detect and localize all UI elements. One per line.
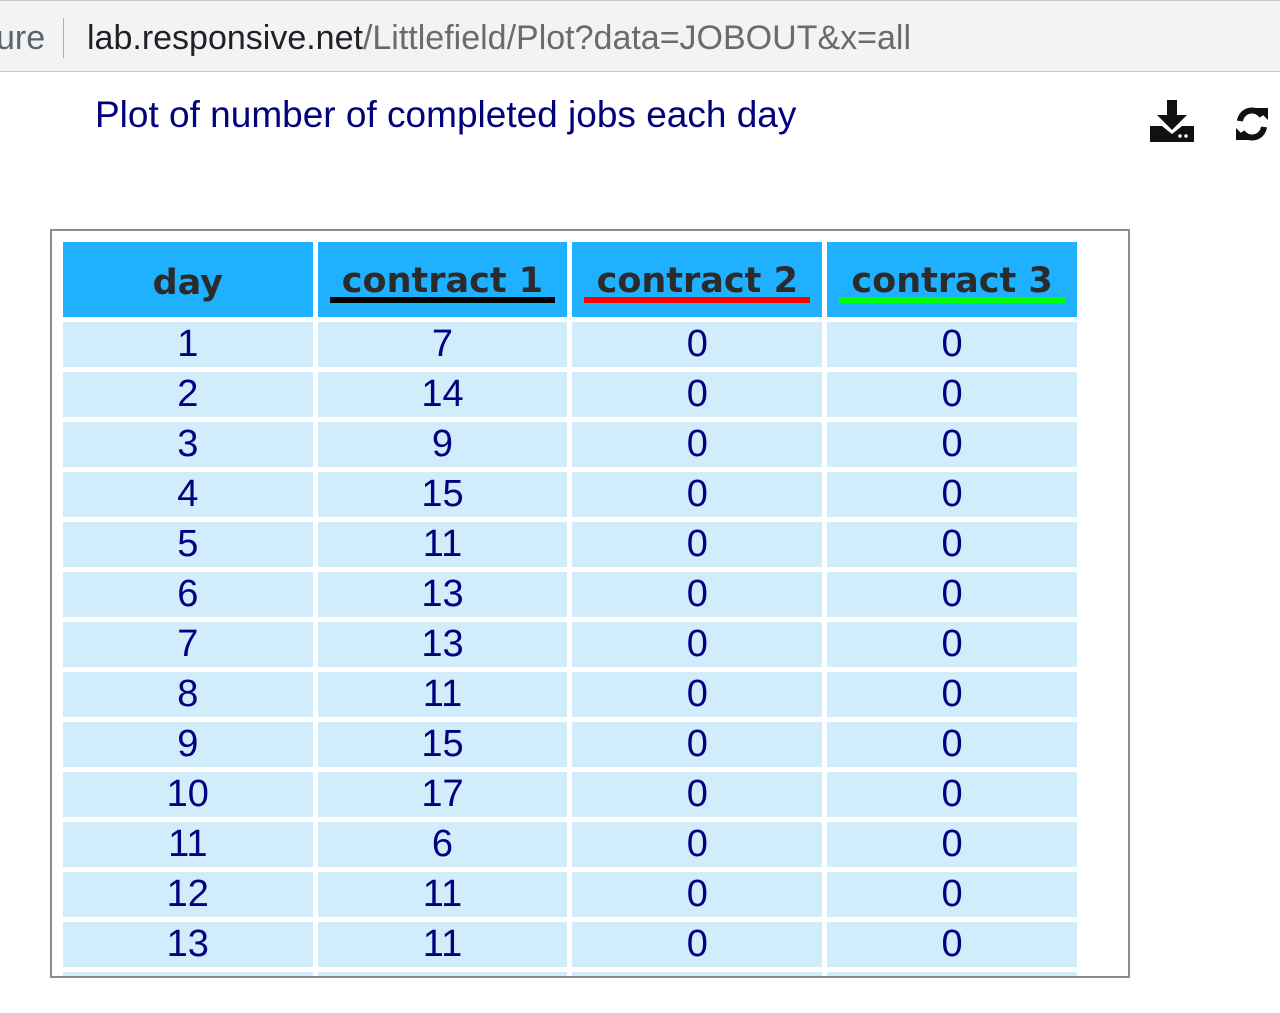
page-title: Plot of number of completed jobs each da… — [95, 94, 797, 135]
series-color-bar-contract-3 — [839, 297, 1065, 303]
contract-3-cell: 0 — [827, 672, 1077, 717]
data-table-viewport[interactable]: day contract 1 contract 2 contract 3 — [52, 231, 1082, 976]
column-header-label: day — [152, 262, 223, 303]
contract-2-cell: 0 — [572, 622, 823, 667]
contract-3-cell: 0 — [827, 922, 1077, 967]
url-host: lab.responsive.net — [87, 19, 363, 57]
day-cell: 11 — [63, 822, 313, 867]
table-row — [63, 972, 1077, 976]
contract-2-cell: 0 — [572, 922, 823, 967]
contract-3-cell: 0 — [827, 372, 1077, 417]
day-cell: 2 — [63, 372, 313, 417]
day-cell: 9 — [63, 722, 313, 767]
contract-3-cell: 0 — [827, 772, 1077, 817]
day-cell: 7 — [63, 622, 313, 667]
contract-3-cell: 0 — [827, 722, 1077, 767]
contract-3-cell: 0 — [827, 622, 1077, 667]
contract-2-cell: 0 — [572, 872, 823, 917]
contract-2-cell: 0 — [572, 572, 823, 617]
contract-2-cell: 0 — [572, 472, 823, 517]
contract-2-cell: 0 — [572, 822, 823, 867]
contract-1-cell: 13 — [317, 622, 568, 667]
column-header-label: contract 3 — [851, 260, 1053, 301]
contract-1-cell: 9 — [317, 422, 568, 467]
table-row: 5 11 0 0 — [63, 522, 1077, 567]
contract-3-cell: 0 — [827, 322, 1077, 367]
column-header-day[interactable]: day — [63, 242, 313, 317]
series-color-bar-contract-1 — [329, 297, 556, 303]
day-cell: 10 — [63, 772, 313, 817]
table-row: 6 13 0 0 — [63, 572, 1077, 617]
table-row: 9 15 0 0 — [63, 722, 1077, 767]
refresh-icon[interactable] — [1232, 104, 1272, 144]
column-header-contract-2[interactable]: contract 2 — [572, 242, 823, 317]
contract-1-cell: 11 — [317, 672, 568, 717]
day-cell: 6 — [63, 572, 313, 617]
contract-3-cell: 0 — [827, 572, 1077, 617]
contract-1-cell: 13 — [317, 572, 568, 617]
address-bar-left-fragment: ure — [0, 19, 46, 57]
contract-1-cell: 15 — [317, 722, 568, 767]
contract-2-cell: 0 — [572, 372, 823, 417]
table-row: 2 14 0 0 — [63, 372, 1077, 417]
contract-1-cell: 6 — [317, 822, 568, 867]
table-row: 8 11 0 0 — [63, 672, 1077, 717]
table-body: 1 7 0 0 2 14 0 0 3 9 0 0 4 15 0 0 5 11 0 0 6 13 0 0 7 13 0 0 8 11 0 0 9 1… — [63, 322, 1077, 976]
contract-3-cell — [827, 972, 1077, 976]
contract-2-cell — [572, 972, 823, 976]
url-path: /Littlefield/Plot?data=JOBOUT&x=all — [362, 19, 912, 57]
column-header-label: contract 2 — [596, 260, 798, 301]
table-row: 4 15 0 0 — [63, 472, 1077, 517]
url-field[interactable]: lab.responsive.net/Littlefield/Plot?data… — [87, 19, 911, 58]
contract-2-cell: 0 — [572, 672, 823, 717]
download-icon[interactable] — [1148, 100, 1196, 146]
header-row: day contract 1 contract 2 contract 3 — [63, 242, 1077, 317]
contract-1-cell: 15 — [317, 472, 568, 517]
column-header-label: contract 1 — [341, 260, 544, 301]
contract-1-cell: 7 — [317, 322, 568, 367]
table-row: 13 11 0 0 — [63, 922, 1077, 967]
day-cell: 12 — [63, 872, 313, 917]
contract-3-cell: 0 — [827, 822, 1077, 867]
contract-1-cell: 11 — [317, 522, 568, 567]
contract-2-cell: 0 — [572, 772, 823, 817]
day-cell: 4 — [63, 472, 313, 517]
day-cell: 13 — [63, 922, 313, 967]
column-header-contract-3[interactable]: contract 3 — [827, 242, 1077, 317]
day-cell: 3 — [63, 422, 313, 467]
table-row: 7 13 0 0 — [63, 622, 1077, 667]
contract-3-cell: 0 — [827, 422, 1077, 467]
contract-2-cell: 0 — [572, 722, 823, 767]
contract-2-cell: 0 — [572, 422, 823, 467]
contract-1-cell: 14 — [317, 372, 568, 417]
data-table: day contract 1 contract 2 contract 3 — [58, 237, 1082, 976]
day-cell: 5 — [63, 522, 313, 567]
contract-1-cell: 11 — [317, 872, 568, 917]
table-row: 10 17 0 0 — [63, 772, 1077, 817]
contract-2-cell: 0 — [572, 322, 823, 367]
day-cell: 1 — [63, 322, 313, 367]
data-table-frame: day contract 1 contract 2 contract 3 — [50, 229, 1130, 978]
contract-1-cell — [317, 972, 568, 976]
column-header-contract-1[interactable]: contract 1 — [317, 242, 568, 317]
day-cell — [63, 972, 313, 976]
day-cell: 8 — [63, 672, 313, 717]
address-bar[interactable]: ure lab.responsive.net/Littlefield/Plot?… — [0, 0, 1280, 72]
table-row: 11 6 0 0 — [63, 822, 1077, 867]
contract-3-cell: 0 — [827, 522, 1077, 567]
table-row: 12 11 0 0 — [63, 872, 1077, 917]
contract-1-cell: 17 — [317, 772, 568, 817]
contract-1-cell: 11 — [317, 922, 568, 967]
contract-3-cell: 0 — [827, 872, 1077, 917]
contract-2-cell: 0 — [572, 522, 823, 567]
contract-3-cell: 0 — [827, 472, 1077, 517]
series-color-bar-contract-2 — [584, 297, 811, 303]
address-bar-divider — [63, 18, 64, 58]
